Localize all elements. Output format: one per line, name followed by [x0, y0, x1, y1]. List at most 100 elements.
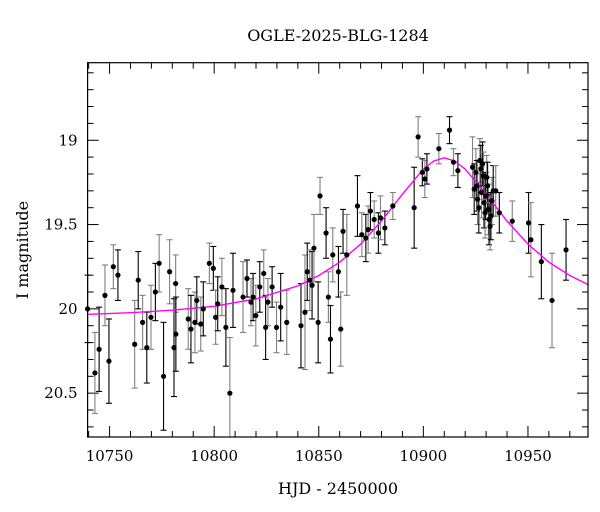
data-point	[144, 345, 150, 351]
data-point	[390, 203, 396, 209]
data-point	[436, 146, 442, 152]
data-point	[479, 161, 486, 167]
data-point	[317, 193, 323, 199]
data-point	[538, 259, 544, 265]
data-point	[273, 324, 280, 331]
data-point	[194, 297, 200, 304]
data-point	[478, 189, 485, 196]
data-point	[415, 134, 421, 140]
y-tick-label: 20	[59, 300, 78, 318]
data-point	[92, 370, 98, 376]
data-point	[110, 264, 116, 270]
data-point	[160, 373, 167, 379]
data-point	[325, 294, 331, 300]
data-point	[188, 326, 194, 332]
axis-ticks: 10750 10800 10850 10900 10950 19 19.5 20 20.5	[44, 62, 588, 465]
data-point	[250, 294, 256, 300]
data-point	[265, 299, 271, 305]
data-point	[484, 183, 491, 189]
data-point	[185, 316, 191, 322]
y-tick-label: 20.5	[44, 384, 77, 402]
data-point	[483, 193, 489, 199]
data-point	[156, 260, 162, 266]
error-bar	[226, 336, 233, 437]
data-point	[192, 319, 198, 325]
model-curve	[88, 157, 589, 315]
data-point	[115, 272, 121, 278]
data-point	[450, 159, 457, 165]
data-point	[455, 168, 461, 174]
data-point	[330, 252, 336, 258]
data-point	[478, 166, 484, 172]
data-point	[327, 336, 334, 342]
data-point	[474, 183, 480, 189]
data-point	[525, 220, 532, 226]
data-point	[167, 269, 173, 275]
data-point	[240, 294, 246, 300]
data-point	[474, 196, 481, 202]
data-point	[311, 245, 317, 251]
data-point	[411, 205, 417, 211]
y-tick-label: 19.5	[44, 216, 77, 234]
data-point	[354, 203, 361, 209]
data-point	[171, 345, 177, 351]
data-point	[493, 188, 499, 194]
data-point	[422, 176, 428, 182]
data-point	[230, 287, 236, 293]
plot-frame	[86, 62, 589, 438]
data-point	[102, 292, 108, 298]
data-point	[481, 200, 487, 206]
data-point	[371, 216, 377, 223]
data-point	[298, 323, 304, 329]
data-point	[487, 223, 493, 229]
data-point	[309, 282, 315, 288]
data-point	[135, 277, 141, 283]
data-point	[335, 269, 342, 275]
data-point	[253, 313, 259, 319]
data-point	[359, 232, 365, 238]
data-point	[473, 169, 479, 175]
data-point	[215, 301, 221, 307]
data-point	[344, 252, 350, 258]
data-point	[419, 169, 425, 175]
data-point	[304, 269, 310, 275]
data-point	[261, 270, 267, 277]
data-point	[476, 205, 482, 211]
data-point	[338, 326, 344, 332]
data-point	[485, 206, 492, 212]
y-axis-label: I magnitude	[13, 201, 32, 299]
data-point	[223, 324, 229, 331]
data-point	[307, 277, 313, 283]
data-point	[152, 289, 158, 295]
chart-title: OGLE-2025-BLG-1284	[247, 26, 429, 45]
data-point	[96, 346, 102, 352]
x-tick-label: 10950	[504, 447, 552, 465]
data-point	[482, 210, 488, 216]
data-point	[469, 164, 476, 170]
data-point	[365, 227, 371, 233]
data-point	[509, 218, 515, 224]
data-point	[248, 299, 254, 305]
data-point	[206, 260, 212, 266]
data-point	[549, 297, 555, 304]
data-point	[257, 284, 263, 290]
data-point	[340, 228, 346, 234]
x-tick-label: 10850	[295, 447, 343, 465]
data-point	[302, 309, 308, 315]
x-tick-label: 10750	[86, 447, 134, 465]
data-point	[496, 210, 502, 216]
data-point	[269, 284, 275, 290]
data-point	[198, 321, 204, 327]
data-point	[140, 319, 146, 325]
data-point	[367, 208, 374, 214]
data-points	[85, 127, 569, 396]
data-point	[284, 319, 290, 325]
data-point	[424, 166, 430, 172]
data-point	[219, 284, 225, 290]
data-point	[323, 230, 329, 236]
data-point	[377, 215, 384, 221]
data-point	[173, 331, 179, 337]
data-point	[488, 213, 494, 219]
error-bars	[84, 116, 570, 437]
